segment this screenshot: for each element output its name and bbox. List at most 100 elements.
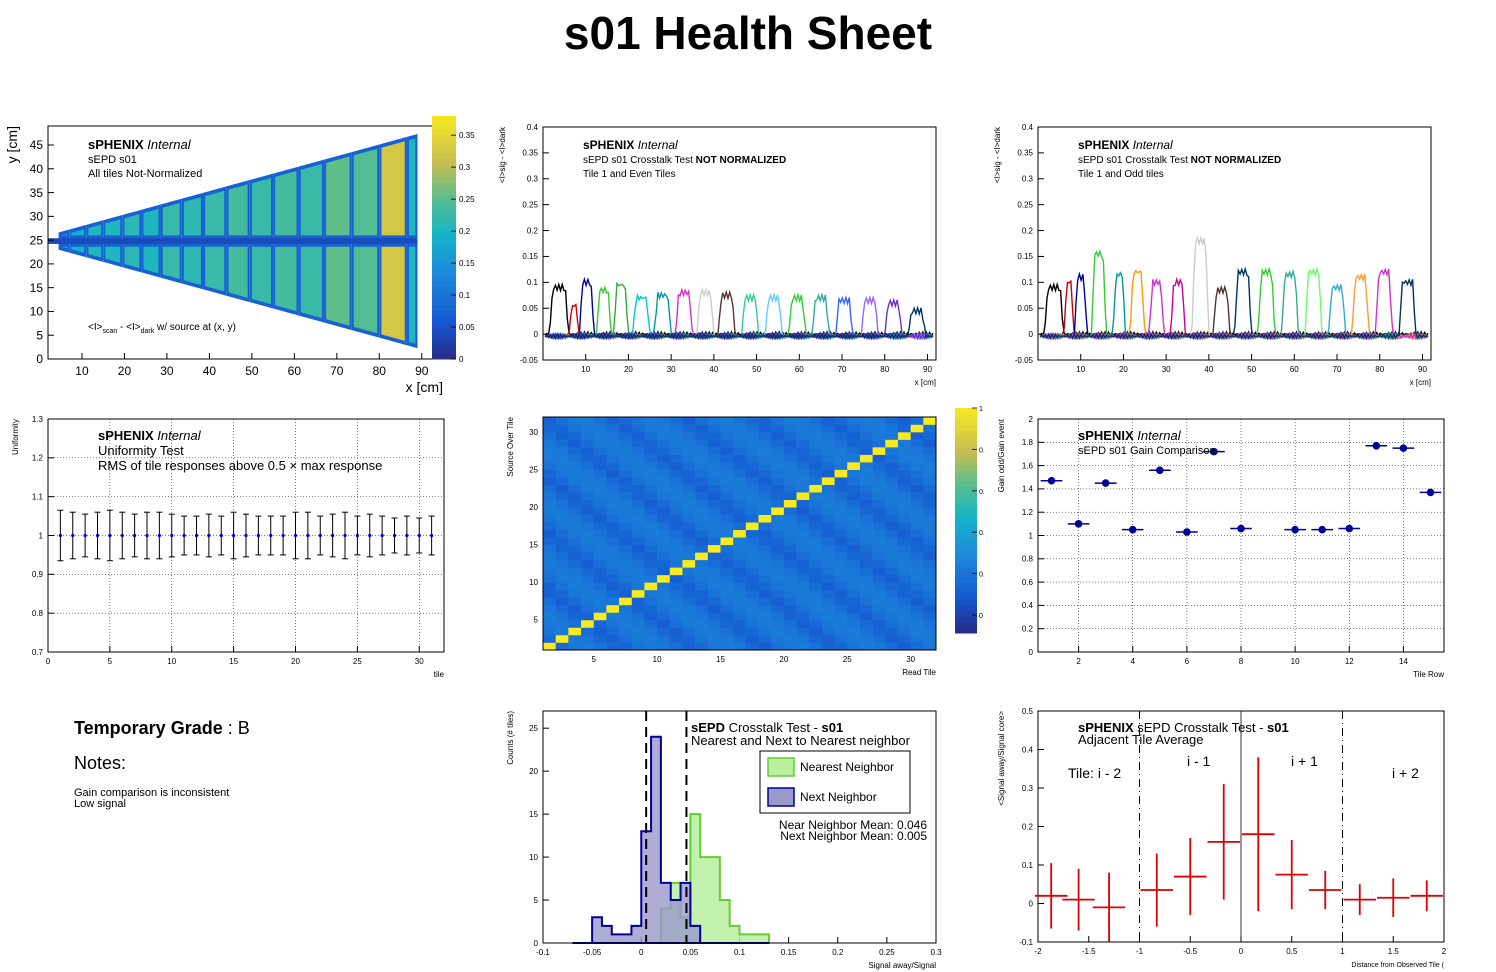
matrix-cell: [910, 447, 924, 455]
matrix-cell: [682, 484, 696, 493]
matrix-cell: [859, 589, 873, 598]
matrix-cell: [593, 507, 607, 516]
matrix-cell: [758, 537, 772, 546]
matrix-cell: [809, 597, 823, 606]
tile-map-gap: [48, 238, 418, 244]
matrix-cell: [669, 447, 683, 455]
matrix-cell: [733, 514, 747, 523]
matrix-cell: [568, 417, 582, 425]
tile-map-cell: [409, 246, 416, 344]
colorbar-segment: [432, 292, 456, 299]
matrix-cell: [872, 619, 886, 628]
matrix-cell: [859, 514, 873, 523]
matrix-cell: [923, 634, 937, 643]
matrix-cell: [581, 424, 595, 433]
matrix-cell: [631, 454, 645, 463]
matrix-cell: [555, 634, 569, 643]
matrix-cell: [682, 619, 696, 628]
matrix-cell: [809, 507, 823, 516]
matrix-cell: [847, 574, 861, 583]
x-tick-label: 80: [880, 365, 889, 374]
matrix-cell: [834, 604, 848, 613]
matrix-cell: [796, 627, 810, 636]
matrix-cell: [568, 597, 582, 606]
matrix-cell: [631, 604, 645, 613]
page-title: s01 Health Sheet: [563, 7, 933, 59]
matrix-cell: [821, 424, 835, 433]
chart-text-line: sEPD s01: [88, 154, 137, 166]
matrix-cell: [847, 507, 861, 516]
matrix-cell: [872, 499, 886, 508]
y-tick-label: 0.5: [1022, 707, 1034, 716]
colorbar-segment: [955, 526, 977, 533]
matrix-cell: [682, 417, 696, 425]
x-axis-label: Signal away/Signal: [868, 961, 936, 970]
matrix-cell: [745, 544, 759, 553]
matrix-cell: [821, 642, 835, 651]
x-tick-label: 0.1: [734, 948, 746, 957]
uniformity-point: [170, 533, 174, 538]
matrix-cell: [796, 642, 810, 651]
matrix-cell: [859, 492, 873, 500]
colorbar-tick-label: 0.15: [459, 259, 475, 268]
y-tick-label: 5: [534, 896, 539, 905]
uniformity-point: [83, 533, 87, 538]
matrix-cell: [809, 424, 823, 433]
matrix-cell: [859, 477, 873, 485]
matrix-cell: [644, 492, 658, 500]
x-axis-label: Tile Row: [1413, 670, 1444, 679]
y-tick-label: -0.1: [1019, 938, 1033, 947]
colorbar-segment: [432, 188, 456, 196]
colorbar-segment: [432, 249, 456, 257]
colorbar-segment: [955, 604, 977, 611]
matrix-cell: [859, 522, 873, 531]
matrix-cell: [682, 514, 696, 523]
colorbar-segment: [955, 424, 977, 431]
matrix-cell: [682, 574, 696, 583]
matrix-cell: [644, 612, 658, 621]
matrix-cell: [783, 424, 797, 433]
matrix-cell: [923, 529, 937, 538]
matrix-cell: [543, 612, 556, 621]
matrix-cell: [543, 477, 556, 485]
matrix-cell: [809, 642, 823, 651]
matrix-cell: [669, 469, 683, 478]
matrix-cell: [593, 582, 607, 591]
matrix-cell: [758, 544, 772, 553]
matrix-cell: [606, 559, 620, 568]
matrix-cell: [872, 574, 886, 583]
matrix-cell: [872, 492, 886, 500]
note-item: Gain comparison is inconsistent: [74, 787, 230, 799]
chart-title: sEPD Crosstalk Test - s01: [691, 720, 843, 735]
uniformity-point: [219, 533, 223, 538]
crosstalk-hist-panel: -0.1 -0.05 0 0.05 0.1 0.15 0.2 0.25 0.3 0 5 10 15 20 2…: [495, 700, 955, 972]
matrix-cell: [733, 447, 747, 455]
matrix-cell: [682, 597, 696, 606]
uniformity-point: [331, 533, 335, 538]
matrix-cell: [783, 604, 797, 613]
matrix-cell: [657, 642, 671, 651]
matrix-cell: [581, 612, 595, 621]
y-tick-label: 0: [1029, 648, 1034, 657]
matrix-cell: [593, 634, 607, 643]
matrix-cell: [720, 447, 734, 455]
matrix-cell: [644, 469, 658, 478]
matrix-cell: [821, 627, 835, 636]
region-label: i - 1: [1187, 753, 1211, 769]
chart-title: sPHENIX Internal: [88, 137, 192, 152]
gain-point: [1237, 524, 1245, 533]
matrix-cell: [543, 627, 556, 636]
chart-subtitle: Nearest and Next to Nearest neighbor: [691, 733, 911, 748]
y-tick-label: 0.8: [32, 609, 44, 618]
y-axis-label: Counts (# tiles): [506, 711, 515, 765]
matrix-cell: [733, 432, 747, 440]
matrix-cell: [619, 634, 633, 643]
matrix-cell: [568, 432, 582, 440]
matrix-cell: [821, 574, 835, 583]
crosstalk-series-line: [1039, 277, 1429, 341]
matrix-cell: [847, 514, 861, 523]
matrix-cell: [897, 544, 911, 553]
matrix-cell: [910, 574, 924, 583]
matrix-cell: [771, 642, 785, 651]
x-tick-label: 1.5: [1388, 947, 1400, 956]
